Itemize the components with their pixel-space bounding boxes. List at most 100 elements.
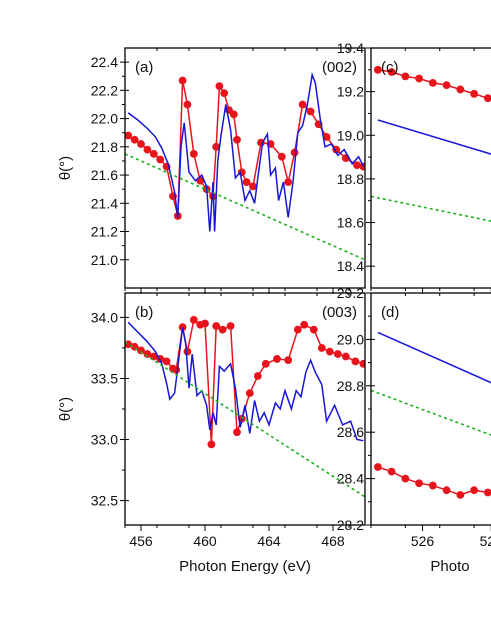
y-tick-label: 28.8 [337,378,364,394]
series-line-2 [125,153,365,261]
data-point [201,319,209,328]
x-axis-title: Photon Energy (eV) [179,558,311,575]
data-point [220,89,229,98]
y-tick-label: 33.0 [91,432,118,448]
y-tick-label: 21.2 [91,224,118,240]
data-point [483,488,491,497]
data-point [212,142,221,151]
data-point [273,355,281,363]
data-point [322,133,331,141]
data-point [333,350,342,358]
panel-c: 18.4 18.6 18.8 19.0 19.2 19.4 (c) [337,40,491,294]
y-tick-label: 28.4 [337,471,364,487]
panel-label: (b) [135,304,153,321]
y-tick-label: 34.0 [91,309,118,325]
plot-frame [370,47,491,289]
data-point [125,131,133,140]
y-tick-label: 19.4 [337,40,364,56]
data-point [212,322,221,330]
data-point [242,178,251,187]
data-point [401,474,410,483]
series-line-0 [377,69,491,100]
y-tick-label: 18.6 [337,215,364,231]
data-point [387,467,396,476]
x-tick-label: 526 [411,533,435,549]
x-tick-label: 528 [480,533,491,549]
panel-label: (d) [381,304,399,321]
y-tick-label: 22.4 [91,54,118,70]
data-point [293,325,302,334]
data-point [215,82,224,91]
data-point [218,325,227,334]
data-point [309,325,318,334]
y-tick-label: 22.0 [91,111,118,127]
y-tick-label: 28.2 [337,517,364,533]
data-point [415,74,424,83]
data-point [298,100,307,109]
data-point [470,486,478,495]
series-line-0 [127,318,364,445]
data-point [137,140,145,148]
data-point [284,178,293,187]
data-point [229,110,238,119]
plot-frame [124,47,366,289]
data-point [442,81,451,89]
series-line-0 [127,80,364,217]
panel-a: 21.0 21.2 21.4 21.6 21.8 22.0 22.2 22.4 (a) (002)… [57,47,366,294]
data-point [137,346,145,355]
series-line-1 [377,331,491,384]
data-point [284,356,293,365]
data-point [183,100,192,109]
y-tick-label: 19.0 [337,127,364,143]
x-tick-label: 460 [193,533,217,549]
data-point [143,145,152,154]
data-point [207,440,216,449]
data-point [341,352,350,361]
x-axis-title: Photo [430,558,469,575]
data-point [456,490,465,499]
data-point [428,79,437,87]
data-point [306,107,315,116]
y-tick-label: 18.4 [337,258,364,274]
panel-d: 28.2 28.4 28.6 28.8 29.0 29.2 526 528 (d) Photo [337,285,491,575]
panel-annotation: (003) [322,304,357,321]
data-point [317,344,326,352]
data-point [261,359,270,368]
data-point [401,72,410,81]
y-tick-label: 18.8 [337,171,364,187]
panel-label: (a) [135,59,153,76]
x-tick-label: 456 [129,533,153,549]
y-tick-label: 22.2 [91,82,118,98]
data-point [300,320,309,329]
data-point [415,479,424,488]
data-point [470,89,478,98]
data-point [456,85,465,94]
data-point [237,168,246,177]
data-point [233,428,241,437]
series-line-1 [377,119,491,155]
data-point [373,463,382,471]
data-point [353,161,361,170]
data-point [253,372,262,380]
data-point [189,149,198,158]
y-tick-label: 29.2 [337,285,364,301]
data-point [162,357,171,366]
panel-label: (c) [381,59,399,76]
data-point [387,68,396,76]
y-axis-title: θ(°) [57,397,74,421]
y-tick-label: 32.5 [91,493,118,509]
data-point [178,76,187,85]
data-point [359,162,365,171]
panel-annotation: (002) [322,59,357,76]
data-point [233,135,241,144]
panel-b: 32.5 33.0 33.5 34.0 456 460 464 468 (b) (003) θ(°)… [57,292,366,575]
x-tick-label: 464 [257,533,281,549]
data-point [226,322,235,330]
data-point [277,152,286,161]
data-point [442,486,451,495]
data-point [149,149,158,158]
y-tick-label: 28.6 [337,424,364,440]
data-point [143,350,152,358]
series-line-1 [127,71,365,232]
